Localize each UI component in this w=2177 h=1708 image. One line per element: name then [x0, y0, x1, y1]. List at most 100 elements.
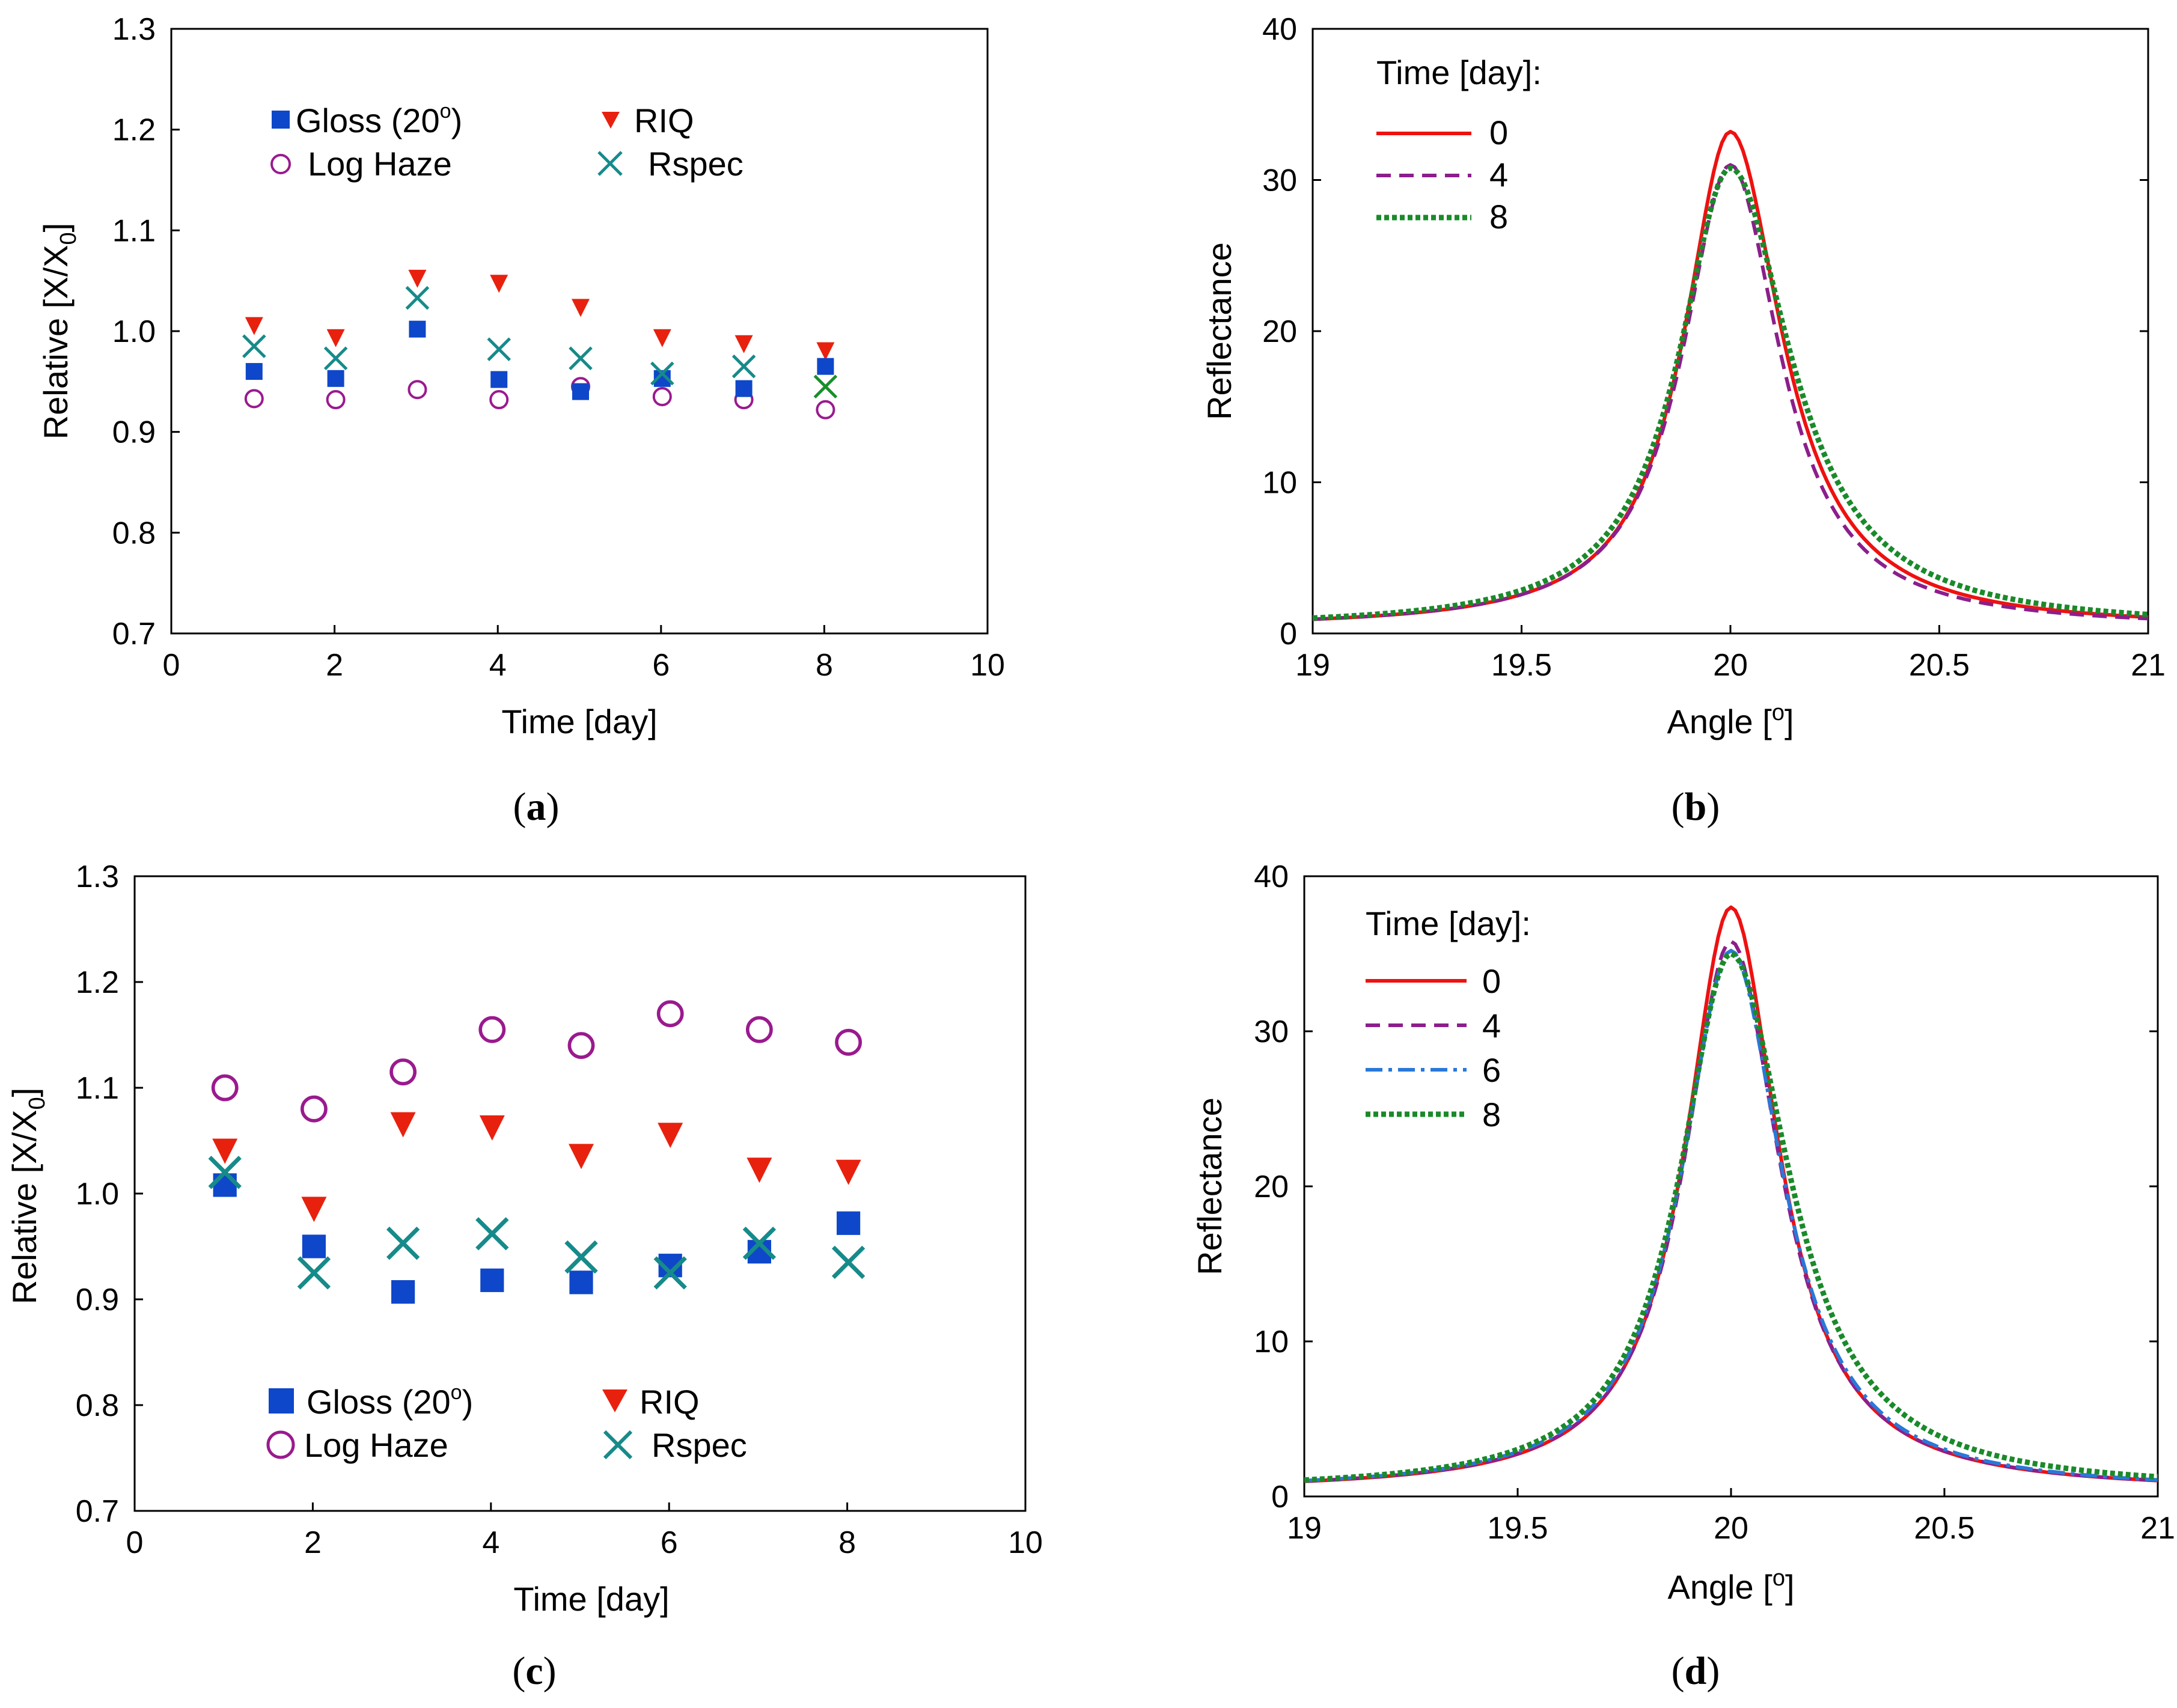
- y-tick-label: 0: [1271, 1480, 1289, 1514]
- panel-a-scatter-chart: 0 2 4 6 8 10 0.7 0.8 0.9 1.0 1.1 1.2 1.3 Gloss (20o)…: [37, 12, 1005, 829]
- rspec-point: [386, 1227, 420, 1260]
- y-tick-label: 1.3: [76, 859, 119, 894]
- x-tick-label: 19: [1295, 648, 1330, 683]
- rspec-point: [742, 1227, 777, 1260]
- panel-a-legend-riq-marker: [602, 112, 620, 129]
- rspec-point: [242, 334, 266, 358]
- rspec-point: [405, 285, 430, 310]
- y-tick-label: 1.1: [112, 213, 156, 248]
- panel-a-legend-haze: Log Haze: [308, 145, 452, 183]
- y-tick-label: 0: [1280, 617, 1297, 651]
- panel-a-legend-rspec: Rspec: [648, 145, 743, 183]
- rspec-point: [831, 1245, 866, 1279]
- panel-a-ticks: 0 2 4 6 8 10 0.7 0.8 0.9 1.0 1.1 1.2 1.3: [112, 12, 1005, 683]
- y-tick-label: 1.2: [76, 965, 119, 1000]
- x-tick-label: 20.5: [1914, 1511, 1974, 1546]
- riq-point: [245, 317, 263, 335]
- log-haze-point: [656, 1000, 684, 1028]
- gloss-point: [480, 1268, 504, 1292]
- panel-b-y-axis-label: Reflectance: [1200, 242, 1238, 420]
- riq-point: [490, 275, 508, 293]
- x-tick-label: 4: [489, 648, 507, 683]
- riq-point: [835, 1159, 861, 1185]
- panel-d-legend: Time [day]: 0 4 6 8: [1366, 904, 1531, 1133]
- x-tick-label: 6: [661, 1525, 678, 1560]
- log-haze-point: [567, 1032, 595, 1060]
- panel-d-legend-title: Time [day]:: [1366, 904, 1531, 942]
- panel-a-caption: (a): [513, 785, 560, 829]
- gloss-point: [213, 1173, 237, 1197]
- riq-point: [326, 329, 345, 347]
- panel-a-legend-gloss: Gloss (20o): [296, 100, 462, 139]
- reflectance-line-day-8: [1312, 165, 2149, 621]
- riq-point: [569, 1144, 594, 1170]
- panel-b-legend-label-1: 4: [1489, 156, 1508, 194]
- panel-c-legend-rspec-marker: [603, 1430, 633, 1460]
- panel-c-legend-haze-marker: [266, 1430, 295, 1459]
- panel-d-legend-label-0: 0: [1482, 962, 1501, 1000]
- gloss-point: [490, 371, 508, 388]
- y-tick-label: 0.9: [112, 415, 156, 450]
- panel-b-legend-label-2: 8: [1489, 198, 1508, 236]
- panel-c-scatter-chart: 0 2 4 6 8 10 0.7 0.8 0.9 1.0 1.1 1.2 1.3 Gloss (20o)…: [5, 859, 1043, 1693]
- y-tick-label: 0.8: [76, 1388, 119, 1423]
- y-tick-label: 0.7: [76, 1494, 119, 1529]
- gloss-point: [302, 1234, 326, 1258]
- panel-d-caption: (d): [1672, 1649, 1720, 1693]
- y-tick-label: 1.2: [112, 113, 156, 148]
- panel-d-lines: [1304, 905, 2158, 1483]
- panel-a-legend-gloss-marker: [272, 111, 290, 129]
- panel-a-legend: Gloss (20o) RIQ Log Haze Rspec: [270, 100, 743, 183]
- panel-a-legend-rspec-marker: [597, 151, 623, 176]
- panel-c-y-axis-label: Relative [X/X0]: [5, 1088, 50, 1304]
- y-tick-label: 1.0: [112, 314, 156, 349]
- riq-point: [658, 1123, 683, 1148]
- log-haze-point: [301, 1095, 328, 1123]
- x-tick-label: 20: [1714, 1511, 1748, 1546]
- panel-c-legend: Gloss (20o) RIQ Log Haze Rspec: [266, 1381, 747, 1464]
- riq-point: [816, 342, 835, 361]
- y-tick-label: 0.9: [76, 1283, 119, 1317]
- x-tick-label: 2: [326, 648, 343, 683]
- x-tick-label: 10: [1008, 1525, 1043, 1560]
- y-tick-label: 0.7: [112, 617, 156, 651]
- panel-c-legend-rspec: Rspec: [652, 1426, 747, 1464]
- y-tick-label: 40: [1254, 859, 1289, 894]
- log-haze-point: [408, 380, 427, 400]
- reflectance-line-day-6: [1304, 948, 2158, 1483]
- x-tick-label: 19.5: [1487, 1511, 1548, 1546]
- riq-point: [390, 1112, 416, 1138]
- panel-b-x-axis-label: Angle [o]: [1667, 700, 1794, 740]
- log-haze-point: [835, 1028, 863, 1056]
- gloss-point: [735, 380, 753, 397]
- log-haze-point: [211, 1074, 239, 1102]
- riq-point: [572, 299, 590, 317]
- reflectance-line-day-8: [1304, 951, 2158, 1483]
- panel-a-legend-riq: RIQ: [634, 102, 694, 139]
- gloss-point: [817, 358, 834, 375]
- log-haze-point: [652, 386, 672, 406]
- rspec-point: [475, 1217, 509, 1251]
- riq-point: [479, 1115, 505, 1141]
- panel-d-legend-label-1: 4: [1482, 1007, 1501, 1045]
- panel-a-legend-haze-marker: [270, 154, 291, 174]
- panel-a-y-axis-label: Relative [X/X0]: [37, 223, 81, 439]
- riq-point: [408, 269, 427, 288]
- panel-c-marks: [208, 1000, 866, 1304]
- panel-c-legend-gloss-marker: [269, 1388, 294, 1414]
- gloss-point: [572, 383, 589, 400]
- x-tick-label: 10: [970, 648, 1005, 683]
- panel-b-legend: Time [day]: 0 4 8: [1376, 53, 1542, 236]
- log-haze-point: [489, 390, 509, 410]
- y-tick-label: 40: [1262, 12, 1297, 47]
- panel-a-plot-frame: [170, 28, 989, 635]
- reflectance-line-day-4: [1312, 163, 2149, 621]
- panel-c-legend-riq-marker: [602, 1389, 627, 1412]
- log-haze-point: [746, 1016, 773, 1043]
- riq-point: [301, 1197, 327, 1222]
- panel-b-legend-label-0: 0: [1489, 114, 1508, 151]
- panel-a-x-axis-label: Time [day]: [501, 703, 657, 740]
